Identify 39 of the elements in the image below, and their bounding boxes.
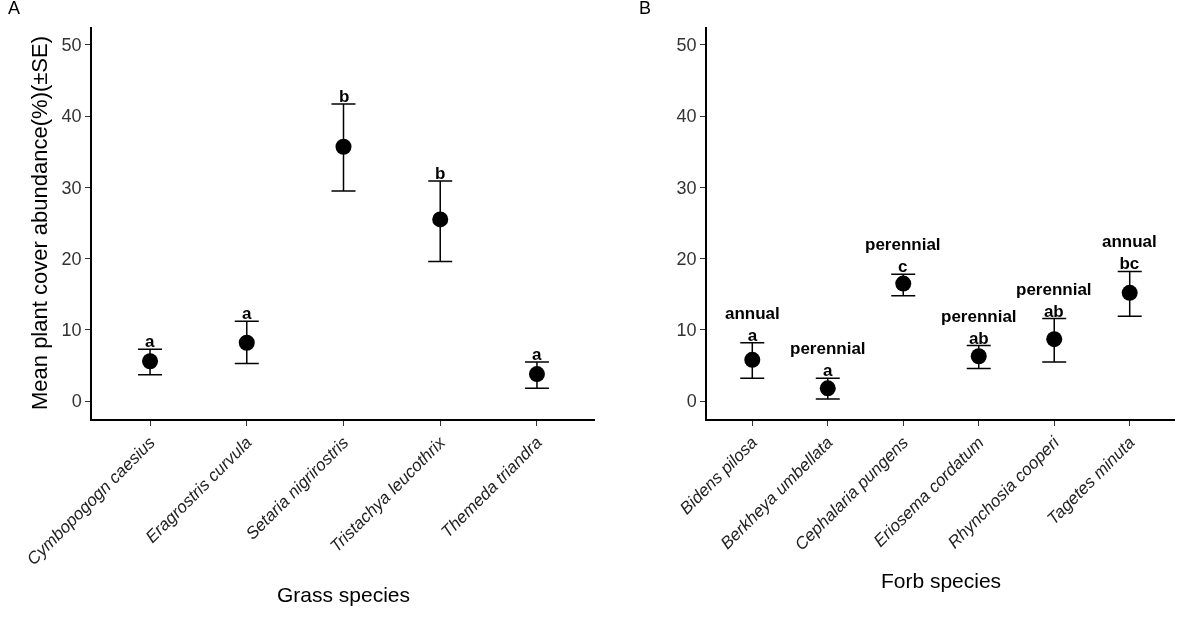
annotation: annual a bbox=[725, 304, 780, 346]
text: B bbox=[639, 0, 652, 18]
point bbox=[1046, 331, 1063, 348]
y-axis-title: Mean plant cover abundance(%)(±SE) bbox=[26, 35, 52, 411]
annotation: b bbox=[339, 87, 350, 106]
annotation: perennial ab bbox=[941, 307, 1017, 349]
point bbox=[142, 353, 159, 370]
point bbox=[895, 275, 912, 292]
y-tick-label: 50 bbox=[676, 35, 697, 56]
y-tick-label: 30 bbox=[61, 177, 82, 198]
y-tick-label: 0 bbox=[71, 391, 82, 412]
annotation: perennial a bbox=[790, 339, 866, 381]
y-tick-label: 40 bbox=[61, 106, 82, 127]
point bbox=[238, 334, 255, 351]
y-tick-label: 10 bbox=[676, 320, 697, 341]
x-axis-title: Forb species bbox=[880, 568, 1002, 592]
y-tick-label: 30 bbox=[676, 177, 697, 198]
point bbox=[1121, 284, 1138, 301]
y-tick-label: 40 bbox=[676, 106, 697, 127]
annotation: a bbox=[242, 304, 252, 323]
y-tick-label: 0 bbox=[686, 391, 697, 412]
point bbox=[335, 138, 352, 155]
text: A bbox=[8, 0, 21, 18]
point bbox=[744, 351, 761, 368]
y-tick-label: 20 bbox=[676, 248, 697, 269]
annotation: b bbox=[435, 164, 446, 183]
point bbox=[970, 348, 987, 365]
annotation: perennial c bbox=[865, 235, 941, 277]
annotation: a bbox=[532, 345, 542, 364]
point bbox=[819, 380, 836, 397]
annotation: annual bc bbox=[1102, 232, 1157, 274]
annotation: perennial ab bbox=[1016, 280, 1092, 322]
y-tick-label: 10 bbox=[61, 320, 82, 341]
point bbox=[432, 211, 449, 228]
y-tick-label: 50 bbox=[61, 35, 82, 56]
y-tick-label: 20 bbox=[61, 248, 82, 269]
x-axis-title: Grass species bbox=[276, 583, 411, 607]
annotation: a bbox=[145, 332, 155, 351]
point bbox=[528, 366, 545, 383]
